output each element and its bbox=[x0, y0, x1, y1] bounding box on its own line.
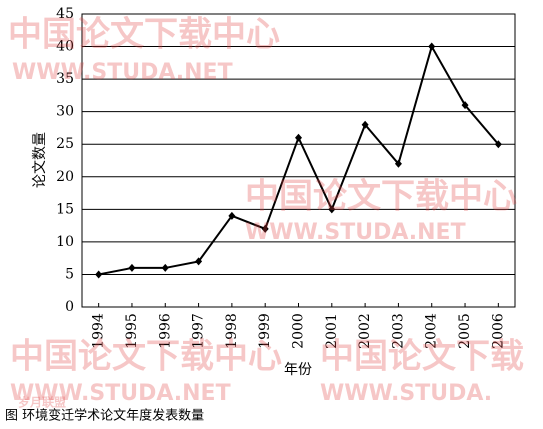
point-marker bbox=[261, 224, 269, 233]
x-tick-label: 2001 bbox=[324, 313, 340, 349]
y-tick-label: 10 bbox=[56, 234, 74, 250]
point-marker bbox=[428, 42, 436, 51]
watermark: 中国论文下载中心 bbox=[8, 15, 280, 55]
watermark: WWW.STUDA.NET bbox=[245, 220, 466, 245]
x-tick-label: 1998 bbox=[224, 313, 240, 349]
y-tick-label: 5 bbox=[65, 266, 74, 282]
point-marker bbox=[161, 263, 169, 272]
plot-frame bbox=[81, 13, 516, 308]
watermark: 中国论文下载中心 bbox=[10, 337, 282, 377]
watermark: WWW.STUDA.NET bbox=[12, 60, 233, 85]
y-axis-label: 论文数量 bbox=[32, 132, 48, 188]
x-tick-label: 2000 bbox=[291, 313, 307, 349]
y-tick-label: 30 bbox=[56, 104, 74, 120]
x-tick-label: 1997 bbox=[191, 313, 207, 349]
caption: 图 环境变迁学术论文年度发表数量 bbox=[5, 408, 204, 424]
x-tick-label: 2003 bbox=[390, 313, 406, 349]
x-tick-label: 1994 bbox=[91, 313, 107, 349]
point-marker bbox=[394, 159, 402, 168]
y-tick-label: 0 bbox=[65, 299, 74, 315]
y-tick-label: 15 bbox=[56, 201, 74, 217]
y-tick-label: 45 bbox=[56, 6, 74, 22]
x-tick-label: 1996 bbox=[157, 313, 173, 349]
watermark: 中国论文下载 bbox=[320, 337, 524, 377]
point-marker bbox=[361, 120, 369, 129]
x-tick-label: 2006 bbox=[490, 313, 506, 349]
x-axis-label: 年份 bbox=[284, 362, 312, 378]
point-marker bbox=[494, 140, 502, 149]
y-tick-label: 25 bbox=[56, 136, 74, 152]
watermark: WWW.STUDA.NET bbox=[10, 381, 231, 406]
point-marker bbox=[461, 101, 469, 110]
x-tick-label: 2002 bbox=[357, 313, 373, 349]
point-marker bbox=[228, 211, 236, 220]
x-tick-label: 1999 bbox=[257, 313, 273, 349]
watermark: 中国论文下载中心 bbox=[245, 177, 517, 217]
y-tick-label: 35 bbox=[56, 71, 74, 87]
watermark: 岁月联盟 bbox=[18, 395, 66, 410]
point-marker bbox=[295, 133, 302, 142]
point-marker bbox=[328, 205, 336, 214]
point-marker bbox=[195, 257, 203, 266]
watermark: WWW.STUDA. bbox=[320, 381, 492, 406]
point-marker bbox=[128, 263, 136, 272]
y-tick-label: 40 bbox=[56, 39, 74, 55]
x-tick-label: 1995 bbox=[124, 313, 140, 349]
x-tick-label: 2004 bbox=[424, 313, 440, 349]
x-tick-label: 2005 bbox=[457, 313, 473, 349]
point-marker bbox=[95, 270, 103, 279]
y-tick-label: 20 bbox=[56, 169, 74, 185]
